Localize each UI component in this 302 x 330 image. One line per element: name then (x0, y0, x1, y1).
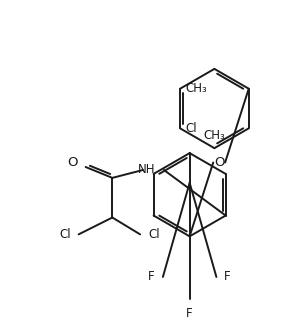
Text: Cl: Cl (148, 228, 160, 241)
Text: CH₃: CH₃ (204, 129, 225, 142)
Text: CH₃: CH₃ (185, 82, 207, 95)
Text: O: O (214, 156, 224, 169)
Text: F: F (224, 271, 231, 283)
Text: Cl: Cl (185, 122, 197, 135)
Text: F: F (186, 307, 193, 320)
Text: NH: NH (137, 163, 155, 177)
Text: Cl: Cl (59, 228, 71, 241)
Text: F: F (148, 271, 155, 283)
Text: O: O (67, 155, 78, 169)
